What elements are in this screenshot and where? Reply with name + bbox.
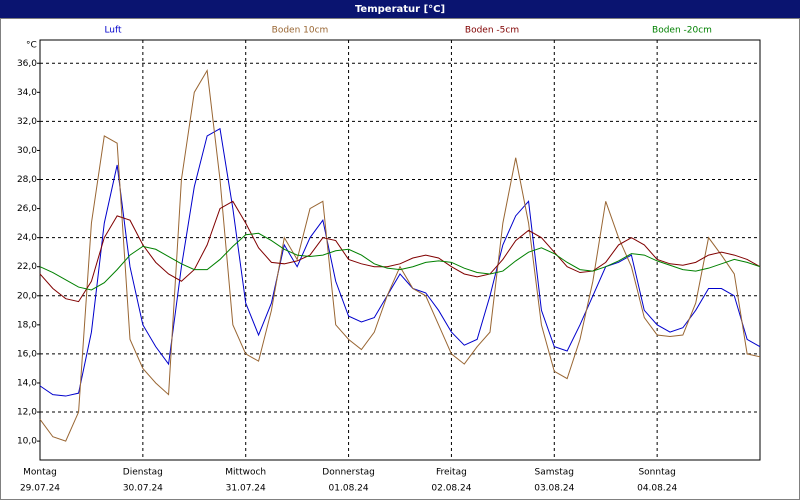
legend-entry: Boden -5cm	[465, 26, 519, 36]
y-tick-label: 34,0	[17, 88, 37, 98]
x-tick-date: 31.07.24	[226, 484, 266, 494]
y-tick-label: 16,0	[17, 349, 37, 359]
y-tick-label: 26,0	[17, 204, 37, 214]
legend-entry: Boden -20cm	[652, 26, 712, 36]
x-tick-label: Dienstag	[123, 468, 163, 478]
x-tick-date: 03.08.24	[534, 484, 574, 494]
x-tick-date: 30.07.24	[123, 484, 163, 494]
y-tick-label: 36,0	[17, 59, 37, 69]
x-tick-label: Montag	[23, 468, 57, 478]
plot-border	[39, 39, 761, 461]
y-tick-label: 32,0	[17, 117, 37, 127]
y-tick-label: 14,0	[17, 378, 37, 388]
x-tick-date: 04.08.24	[637, 484, 677, 494]
y-tick-label: 28,0	[17, 175, 37, 185]
y-tick-label: 22,0	[17, 262, 37, 272]
series-line	[39, 127, 761, 397]
legend-entry: Luft	[104, 26, 122, 36]
series-line	[39, 200, 761, 303]
title-bar	[0, 0, 800, 18]
x-tick-date: 02.08.24	[431, 484, 471, 494]
x-tick-date: 01.08.24	[329, 484, 369, 494]
x-tick-label: Freitag	[436, 468, 467, 478]
y-unit: °C	[26, 41, 37, 51]
frame	[0, 18, 800, 500]
x-tick-label: Sonntag	[638, 468, 675, 478]
x-tick-label: Mittwoch	[225, 468, 266, 478]
y-tick-label: 24,0	[17, 233, 37, 243]
y-tick-label: 30,0	[17, 146, 37, 156]
series-line	[39, 68, 761, 442]
x-tick-label: Samstag	[535, 468, 574, 478]
y-tick-label: 18,0	[17, 320, 37, 330]
series-line	[39, 232, 761, 291]
chart-title: Temperatur [°C]	[355, 4, 445, 15]
x-tick-date: 29.07.24	[20, 484, 60, 494]
legend-entry: Boden 10cm	[272, 26, 329, 36]
y-tick-label: 12,0	[17, 408, 37, 418]
y-tick-label: 20,0	[17, 291, 37, 301]
x-tick-label: Donnerstag	[322, 468, 375, 478]
y-tick-label: 10,0	[17, 437, 37, 447]
